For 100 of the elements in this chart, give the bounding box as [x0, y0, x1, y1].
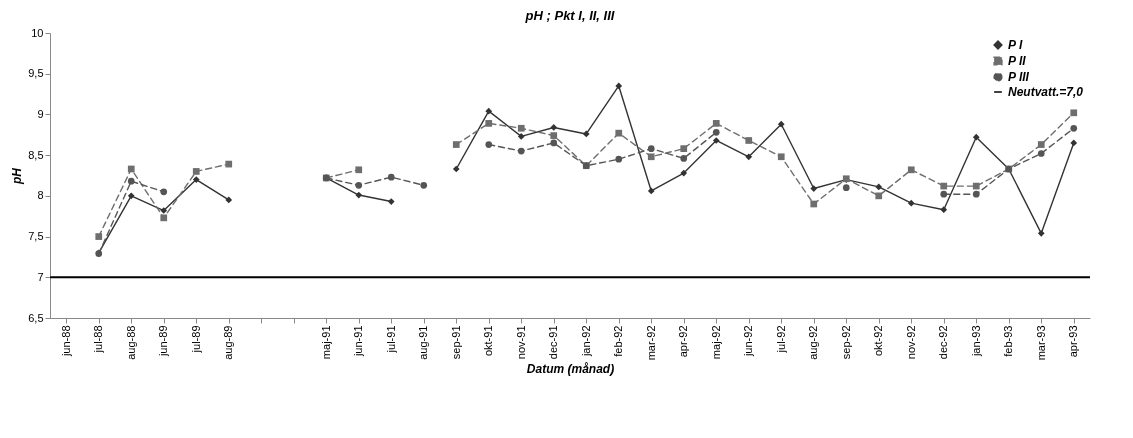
point — [680, 169, 688, 177]
point — [485, 107, 493, 115]
point — [940, 206, 948, 214]
x-axis-title: Datum (månad) — [526, 362, 615, 377]
point — [485, 120, 493, 127]
point — [355, 181, 363, 189]
x-tick-label: nov-91 — [514, 325, 527, 360]
point — [647, 153, 655, 161]
point — [940, 182, 948, 190]
x-tick-label: aug-88 — [124, 325, 137, 360]
y-tick-label: 8,5 — [28, 148, 44, 161]
point — [680, 145, 688, 152]
x-tick-label: jul-91 — [384, 325, 397, 354]
point — [1070, 124, 1078, 132]
x-tick-label: aug-92 — [807, 325, 820, 360]
x-tick-label: jul-89 — [189, 325, 202, 354]
point — [225, 160, 233, 168]
point — [387, 173, 395, 181]
point — [972, 133, 980, 141]
y-tick-label: 6,5 — [28, 311, 44, 324]
point — [160, 188, 168, 196]
point — [615, 129, 623, 137]
point — [192, 176, 200, 183]
point — [712, 137, 720, 144]
point — [160, 207, 168, 214]
point — [550, 124, 558, 131]
point — [192, 168, 200, 175]
y-tick-label: 9 — [37, 107, 44, 120]
point — [1037, 150, 1045, 157]
point — [907, 166, 915, 174]
point — [680, 155, 688, 162]
point — [420, 181, 428, 189]
point — [615, 155, 623, 163]
x-tick-label: jun-92 — [742, 325, 755, 358]
point — [1037, 229, 1045, 237]
point — [355, 191, 363, 199]
x-tick-label: jun-91 — [352, 325, 365, 358]
x-tick-label: maj-91 — [319, 325, 332, 360]
x-tick-label: maj-92 — [709, 325, 722, 360]
x-tick-label: apr-93 — [1067, 325, 1080, 358]
x-tick-label: jan-92 — [579, 325, 592, 358]
legend-label: P I — [1008, 38, 1023, 52]
x-tick-label: dec-91 — [547, 325, 560, 360]
point — [95, 233, 103, 240]
point — [517, 147, 525, 155]
point — [127, 165, 135, 173]
point — [1070, 109, 1078, 117]
chart-title: pH ; Pkt I, II, III — [524, 8, 615, 23]
x-tick-label: jan-93 — [969, 325, 982, 358]
point — [907, 199, 915, 207]
point — [875, 192, 883, 200]
point — [615, 82, 623, 90]
x-tick-label: jun-89 — [157, 325, 170, 358]
point — [387, 198, 395, 205]
point — [940, 190, 948, 198]
legend-label: P II — [1008, 54, 1027, 68]
point — [550, 132, 558, 139]
point — [875, 183, 883, 191]
point — [647, 187, 655, 195]
point — [550, 139, 558, 147]
x-tick-label: okt-92 — [872, 325, 885, 357]
y-tick-label: 7,5 — [28, 230, 44, 243]
legend-label: P III — [1008, 70, 1030, 84]
x-tick-label: mar-93 — [1034, 325, 1047, 361]
point — [225, 196, 233, 204]
point — [810, 185, 818, 192]
x-tick-label: feb-93 — [1002, 325, 1015, 357]
y-axis-title: pH — [10, 167, 25, 185]
x-tick-label: apr-92 — [677, 325, 690, 358]
x-tick-label: nov-92 — [904, 325, 917, 360]
x-tick-label: jul-88 — [92, 325, 105, 354]
point — [972, 182, 980, 190]
point — [745, 137, 753, 144]
point — [745, 153, 753, 161]
x-tick-label: okt-91 — [482, 325, 495, 357]
point — [452, 141, 460, 148]
x-tick-label: sep-91 — [449, 325, 462, 360]
x-tick-label: aug-89 — [222, 325, 235, 360]
x-tick-label: jun-88 — [59, 325, 72, 358]
point — [1070, 139, 1078, 147]
point — [972, 190, 980, 198]
point — [517, 133, 525, 140]
point — [127, 192, 135, 200]
point — [127, 177, 135, 185]
point — [810, 200, 818, 208]
x-tick-label: sep-92 — [839, 325, 852, 360]
x-tick-label: dec-92 — [937, 325, 950, 360]
point — [582, 130, 590, 138]
point — [485, 141, 493, 148]
y-tick-label: 9,5 — [28, 67, 44, 80]
y-tick-label: 7 — [37, 270, 44, 283]
point — [777, 120, 785, 128]
point — [842, 184, 850, 192]
y-tick-label: 10 — [31, 26, 44, 39]
point — [712, 129, 720, 136]
x-tick-label: mar-92 — [644, 325, 657, 361]
point — [355, 166, 363, 174]
point — [777, 153, 785, 161]
x-tick-label: aug-91 — [417, 325, 430, 360]
y-tick-label: 8 — [37, 189, 44, 202]
